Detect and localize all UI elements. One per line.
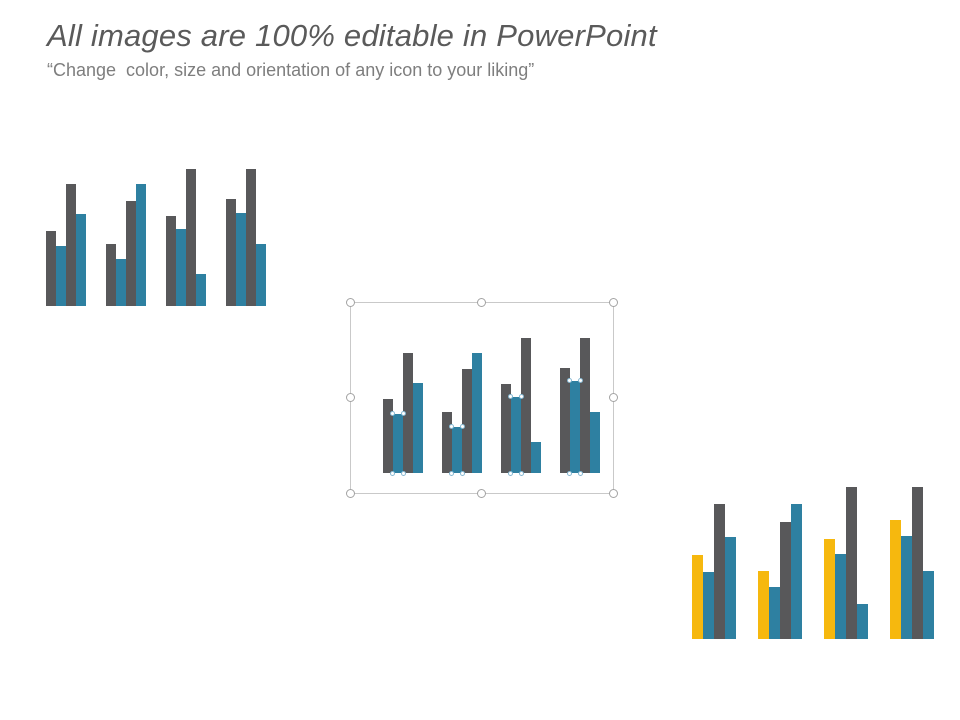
bar-group <box>442 353 482 476</box>
bar-blue <box>923 571 934 639</box>
slide-title: All images are 100% editable in PowerPoi… <box>47 18 657 53</box>
bar-blue <box>857 604 868 639</box>
bar-yellow <box>758 571 769 639</box>
bar-gray[interactable] <box>521 338 531 473</box>
edit-point-handle[interactable] <box>578 471 583 476</box>
bar-blue <box>256 244 266 306</box>
bar-blue <box>791 504 802 639</box>
bar-group <box>106 184 146 306</box>
bar-gray[interactable] <box>442 412 452 473</box>
bar-yellow <box>890 520 901 639</box>
bar-gray[interactable] <box>462 369 472 473</box>
bar-chart-icon-middle-selected[interactable] <box>383 338 600 476</box>
edit-point-handle[interactable] <box>508 394 513 399</box>
bar-group <box>501 338 541 476</box>
bar-blue[interactable] <box>567 378 583 476</box>
bar-group <box>824 487 868 639</box>
edit-point-handle[interactable] <box>567 471 572 476</box>
edit-point-handle[interactable] <box>519 471 524 476</box>
edit-point-handle[interactable] <box>460 424 465 429</box>
bar-group <box>46 184 86 306</box>
edit-point-handle[interactable] <box>578 378 583 383</box>
selection-handle-bottom-center[interactable] <box>477 489 486 498</box>
bar-gray[interactable] <box>383 399 393 473</box>
selection-handle-bottom-left[interactable] <box>346 489 355 498</box>
bar-gray[interactable] <box>501 384 511 473</box>
bar-blue[interactable] <box>531 442 541 473</box>
edit-point-handle[interactable] <box>449 471 454 476</box>
bar-blue <box>136 184 146 306</box>
bar-blue <box>835 554 846 639</box>
bar-gray[interactable] <box>580 338 590 473</box>
bar-yellow <box>824 539 835 639</box>
bar-yellow <box>692 555 703 639</box>
bar-blue <box>236 213 246 306</box>
selection-handle-top-left[interactable] <box>346 298 355 307</box>
bar-blue <box>116 259 126 306</box>
bar-blue[interactable] <box>508 394 524 476</box>
selection-handle-middle-left[interactable] <box>346 393 355 402</box>
edit-point-handle[interactable] <box>460 471 465 476</box>
edit-point-handle[interactable] <box>390 411 395 416</box>
bar-gray[interactable] <box>403 353 413 473</box>
selection-frame <box>346 298 618 498</box>
bar-blue[interactable] <box>449 424 465 476</box>
bar-gray <box>846 487 857 639</box>
bar-group <box>226 169 266 306</box>
bar-chart-icon-top-left[interactable] <box>46 169 266 306</box>
bar-gray <box>46 231 56 306</box>
edit-point-handle[interactable] <box>449 424 454 429</box>
bar-blue <box>56 246 66 306</box>
bar-gray <box>126 201 136 306</box>
bar-blue <box>901 536 912 639</box>
bar-group <box>166 169 206 306</box>
bar-gray <box>714 504 725 639</box>
bar-group <box>383 353 423 476</box>
bar-blue <box>725 537 736 639</box>
bar-gray <box>186 169 196 306</box>
bar-blue[interactable] <box>472 353 482 473</box>
bar-blue <box>769 587 780 639</box>
bar-gray <box>66 184 76 306</box>
edit-point-handle[interactable] <box>401 471 406 476</box>
bar-blue[interactable] <box>413 383 423 473</box>
bar-blue <box>196 274 206 306</box>
bar-blue[interactable] <box>590 412 600 473</box>
bar-gray <box>106 244 116 306</box>
selection-handle-bottom-right[interactable] <box>609 489 618 498</box>
bar-blue <box>176 229 186 306</box>
selection-handle-top-center[interactable] <box>477 298 486 307</box>
bar-blue[interactable] <box>390 411 406 476</box>
edit-point-handle[interactable] <box>567 378 572 383</box>
bar-gray <box>780 522 791 639</box>
bar-gray <box>246 169 256 306</box>
selection-handle-top-right[interactable] <box>609 298 618 307</box>
bar-group <box>560 338 600 476</box>
edit-point-handle[interactable] <box>508 471 513 476</box>
bar-gray[interactable] <box>560 368 570 473</box>
bar-blue <box>703 572 714 639</box>
bar-group <box>890 487 934 639</box>
bar-blue <box>76 214 86 306</box>
bar-gray <box>226 199 236 306</box>
edit-point-handle[interactable] <box>401 411 406 416</box>
edit-point-handle[interactable] <box>519 394 524 399</box>
edit-point-handle[interactable] <box>390 471 395 476</box>
bar-gray <box>166 216 176 306</box>
bar-gray <box>912 487 923 639</box>
slide-subtitle: “Change color, size and orientation of a… <box>47 60 535 80</box>
bar-group <box>692 504 736 639</box>
bar-chart-icon-bottom-right[interactable] <box>692 487 934 639</box>
selection-handle-middle-right[interactable] <box>609 393 618 402</box>
bar-group <box>758 504 802 639</box>
